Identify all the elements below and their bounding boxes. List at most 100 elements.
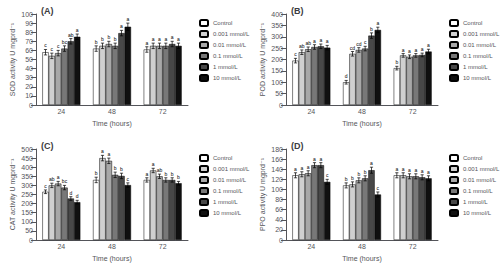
svg-text:30: 30 (25, 74, 33, 81)
svg-text:1 mmol/L: 1 mmol/L (213, 199, 238, 205)
svg-text:1 mmol/L: 1 mmol/L (463, 199, 488, 205)
svg-text:0: 0 (279, 237, 283, 244)
svg-text:a: a (57, 174, 60, 180)
svg-text:0.1 mmol/L: 0.1 mmol/L (213, 188, 243, 194)
svg-text:a: a (376, 20, 379, 26)
svg-text:b: b (395, 59, 398, 65)
svg-text:cd: cd (356, 41, 362, 47)
svg-text:a: a (370, 160, 373, 166)
svg-text:b: b (357, 171, 360, 177)
svg-text:a: a (307, 164, 310, 170)
svg-text:10 mmol/L: 10 mmol/L (213, 210, 242, 216)
svg-text:SOD activity U mgprd⁻¹: SOD activity U mgprd⁻¹ (9, 22, 17, 96)
svg-text:a: a (402, 47, 405, 53)
svg-text:Control: Control (463, 155, 482, 161)
svg-text:20: 20 (25, 83, 33, 90)
svg-text:0: 0 (29, 102, 33, 109)
svg-text:c: c (44, 42, 47, 48)
svg-text:a: a (313, 38, 316, 44)
svg-text:Time (hours): Time (hours) (342, 120, 381, 128)
svg-text:a: a (164, 36, 167, 42)
svg-text:a: a (101, 148, 104, 154)
svg-text:250: 250 (21, 191, 33, 198)
svg-text:a: a (408, 48, 411, 54)
svg-text:50: 50 (25, 56, 33, 63)
svg-text:bc: bc (62, 178, 68, 184)
svg-text:72: 72 (159, 243, 167, 250)
svg-text:250: 250 (271, 45, 283, 52)
svg-text:1 mmol/L: 1 mmol/L (463, 64, 488, 70)
svg-text:Time (hours): Time (hours) (92, 120, 131, 128)
svg-text:150: 150 (21, 209, 33, 216)
svg-text:c: c (127, 176, 130, 182)
svg-text:ab: ab (299, 43, 305, 49)
svg-text:72: 72 (159, 108, 167, 115)
svg-text:120: 120 (271, 176, 283, 183)
svg-text:b: b (114, 36, 117, 42)
svg-text:70: 70 (25, 38, 33, 45)
svg-text:a: a (402, 166, 405, 172)
svg-text:ab: ab (68, 32, 74, 38)
svg-text:PPO activity U mgprd⁻¹: PPO activity U mgprd⁻¹ (259, 157, 267, 231)
svg-text:0: 0 (29, 237, 33, 244)
svg-text:a: a (120, 23, 123, 29)
svg-text:a: a (300, 165, 303, 171)
svg-text:b: b (171, 171, 174, 177)
svg-text:10 mmol/L: 10 mmol/L (213, 75, 242, 81)
svg-text:24: 24 (307, 243, 315, 250)
svg-text:a: a (319, 156, 322, 162)
svg-text:300: 300 (21, 182, 33, 189)
svg-text:POD activity U mgprd⁻¹: POD activity U mgprd⁻¹ (259, 22, 267, 96)
svg-text:180: 180 (271, 146, 283, 153)
svg-text:(A): (A) (41, 6, 54, 16)
svg-text:b: b (364, 169, 367, 175)
svg-text:b: b (345, 176, 348, 182)
svg-text:24: 24 (57, 243, 65, 250)
svg-text:48: 48 (358, 108, 366, 115)
svg-text:0: 0 (279, 102, 283, 109)
svg-text:c: c (57, 43, 60, 49)
svg-text:160: 160 (271, 156, 283, 163)
svg-text:0.001 mmol/L: 0.001 mmol/L (463, 31, 500, 37)
svg-text:48: 48 (108, 243, 116, 250)
svg-text:a: a (313, 156, 316, 162)
svg-text:b: b (177, 174, 180, 180)
svg-text:Time (hours): Time (hours) (342, 255, 381, 263)
svg-text:a: a (326, 38, 329, 44)
svg-text:(C): (C) (41, 141, 54, 151)
svg-text:Control: Control (213, 155, 232, 161)
svg-text:Control: Control (463, 20, 482, 26)
svg-text:a: a (171, 34, 174, 40)
svg-text:0.001 mmol/L: 0.001 mmol/L (463, 166, 500, 172)
svg-text:200: 200 (271, 56, 283, 63)
svg-text:ab: ab (305, 40, 311, 46)
svg-text:400: 400 (21, 164, 33, 171)
svg-text:72: 72 (409, 108, 417, 115)
svg-text:100: 100 (271, 79, 283, 86)
svg-text:a: a (427, 42, 430, 48)
svg-text:ab: ab (157, 167, 163, 173)
svg-text:a: a (152, 161, 155, 167)
svg-text:a: a (177, 36, 180, 42)
svg-text:b: b (95, 170, 98, 176)
svg-text:150: 150 (271, 67, 283, 74)
svg-text:80: 80 (25, 29, 33, 36)
svg-text:a: a (107, 151, 110, 157)
svg-text:1 mmol/L: 1 mmol/L (213, 64, 238, 70)
svg-text:0.1 mmol/L: 0.1 mmol/L (463, 188, 493, 194)
svg-text:300: 300 (271, 33, 283, 40)
svg-text:350: 350 (21, 173, 33, 180)
svg-text:d: d (69, 190, 72, 196)
svg-text:450: 450 (21, 155, 33, 162)
svg-text:48: 48 (108, 108, 116, 115)
svg-text:b: b (370, 26, 373, 32)
svg-text:Control: Control (213, 20, 232, 26)
svg-text:24: 24 (57, 108, 65, 115)
svg-text:a: a (427, 169, 430, 175)
svg-text:350: 350 (271, 22, 283, 29)
svg-text:100: 100 (21, 218, 33, 225)
svg-text:(B): (B) (291, 6, 304, 16)
svg-text:500: 500 (21, 146, 33, 153)
svg-text:c: c (326, 172, 329, 178)
svg-text:100: 100 (21, 11, 33, 18)
